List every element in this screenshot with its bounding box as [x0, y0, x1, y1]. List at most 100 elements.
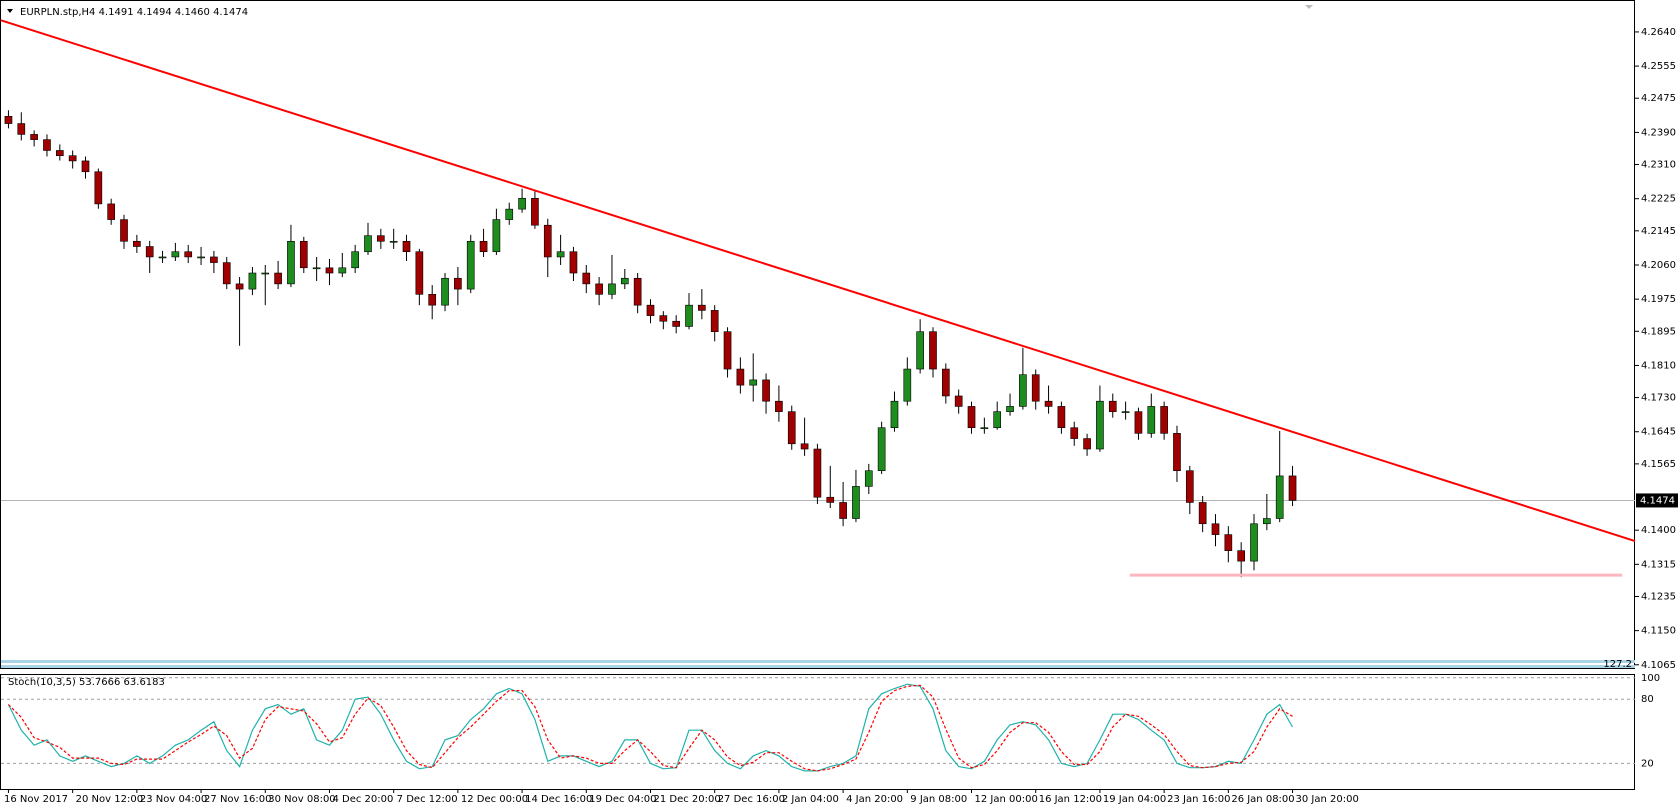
y-tick-label: 4.1315	[1641, 559, 1676, 570]
candle-body	[235, 283, 244, 290]
x-tick-label: 19 Dec 04:00	[589, 794, 656, 805]
x-tick-label: 30 Jan 20:00	[1296, 794, 1359, 805]
y-tick-label: 4.1730	[1641, 393, 1676, 404]
candle-body	[1134, 411, 1143, 434]
candle-body	[531, 197, 539, 226]
candle-body	[916, 331, 924, 370]
y-tick-label: 4.1645	[1641, 427, 1676, 438]
candle-body	[839, 502, 847, 519]
candle-body	[736, 368, 745, 386]
x-tick-label: 14 Dec 16:00	[525, 794, 592, 805]
candle-body	[30, 134, 38, 140]
candle-body	[1031, 374, 1040, 402]
candle-body	[608, 283, 616, 295]
candle-body	[1044, 400, 1053, 407]
candle-body	[1019, 374, 1027, 407]
candle-body	[941, 368, 950, 397]
y-tick-label: 4.1150	[1641, 626, 1676, 637]
candle-body	[775, 400, 783, 412]
menu-arrow[interactable]	[7, 9, 13, 13]
candle-body	[620, 277, 629, 285]
candle-body	[1147, 406, 1156, 434]
y-tick-label: 4.1895	[1641, 326, 1676, 337]
x-tick-label: 20 Nov 12:00	[76, 794, 143, 805]
candle-body	[1121, 411, 1130, 413]
y-tick-label: 4.2555	[1641, 61, 1676, 72]
candle-body	[954, 395, 963, 407]
candle-body	[1237, 550, 1246, 562]
trend-line	[0, 19, 1636, 542]
candle-body	[222, 262, 231, 285]
candle-body	[197, 256, 205, 259]
candle-body	[299, 240, 308, 269]
y-tick-label: 4.2310	[1641, 160, 1676, 171]
candle-body	[377, 235, 385, 242]
candle-body	[852, 486, 860, 519]
candle-body	[672, 320, 681, 327]
y-tick-label: 4.1400	[1641, 525, 1676, 536]
candle-body	[569, 251, 578, 274]
candle-body	[685, 304, 693, 327]
candle-body	[903, 368, 912, 402]
y-tick-label: 80	[1641, 694, 1654, 705]
candle-body	[171, 251, 180, 258]
candle-body	[4, 116, 13, 124]
candle-body	[248, 272, 257, 290]
candle-body	[1108, 400, 1117, 412]
candle-body	[1173, 433, 1181, 472]
candle-body	[1224, 534, 1233, 551]
x-tick-label: 12 Jan 00:00	[975, 794, 1038, 805]
last-price-label: 4.1474	[1640, 495, 1675, 506]
candle-body	[1057, 406, 1066, 429]
chart-title: EURPLN.stp,H4 4.1491 4.1494 4.1460 4.147…	[20, 7, 248, 18]
candle-body	[68, 155, 77, 162]
x-tick-label: 7 Dec 12:00	[397, 794, 458, 805]
candle-body	[1211, 523, 1220, 535]
candle-body	[582, 272, 591, 285]
candle-body	[325, 267, 334, 274]
x-tick-label: 12 Dec 00:00	[461, 794, 528, 805]
stoch-line	[7, 684, 1293, 772]
candle-body	[749, 379, 758, 386]
candle-body	[1185, 470, 1194, 503]
candle-body	[351, 251, 359, 269]
stoch-line	[7, 683, 1294, 772]
candle-body	[1160, 406, 1168, 434]
panes	[0, 0, 1635, 790]
candle-body	[864, 470, 873, 487]
indicator-band	[1, 665, 1635, 668]
candle-body	[556, 251, 565, 258]
candle-body	[415, 251, 424, 295]
candle-body	[492, 219, 501, 253]
x-tick-label: 4 Jan 20:00	[846, 794, 903, 805]
candle-body	[723, 331, 732, 370]
candle-body	[479, 240, 488, 253]
candle-body	[210, 256, 218, 263]
y-tick-label: 4.2060	[1641, 260, 1676, 271]
candle-body	[993, 411, 1002, 429]
main-pane-frame	[0, 0, 1635, 669]
x-tick-label: 9 Jan 08:00	[910, 794, 967, 805]
x-tick-label: 27 Nov 16:00	[204, 794, 271, 805]
candle-body	[698, 304, 706, 311]
candle-body	[428, 294, 437, 306]
x-tick-label: 19 Jan 04:00	[1103, 794, 1166, 805]
candle-body	[454, 277, 462, 290]
candle-body	[1083, 438, 1091, 450]
candle-body	[441, 277, 449, 306]
candle-body	[17, 123, 26, 135]
x-tick-label: 16 Jan 12:00	[1039, 794, 1102, 805]
indicator-band	[1, 660, 1635, 663]
candle-body	[595, 283, 603, 295]
x-tick-label: 16 Nov 2017	[4, 794, 68, 805]
candle-body	[120, 219, 128, 242]
candle-body	[1250, 523, 1258, 562]
x-tick-label: 21 Dec 20:00	[653, 794, 720, 805]
candle-body	[55, 150, 64, 156]
y-tick-label: 4.1235	[1641, 591, 1676, 602]
candle-body	[890, 400, 899, 429]
candle-body	[107, 203, 116, 220]
y-tick-label: 4.2225	[1641, 194, 1676, 205]
